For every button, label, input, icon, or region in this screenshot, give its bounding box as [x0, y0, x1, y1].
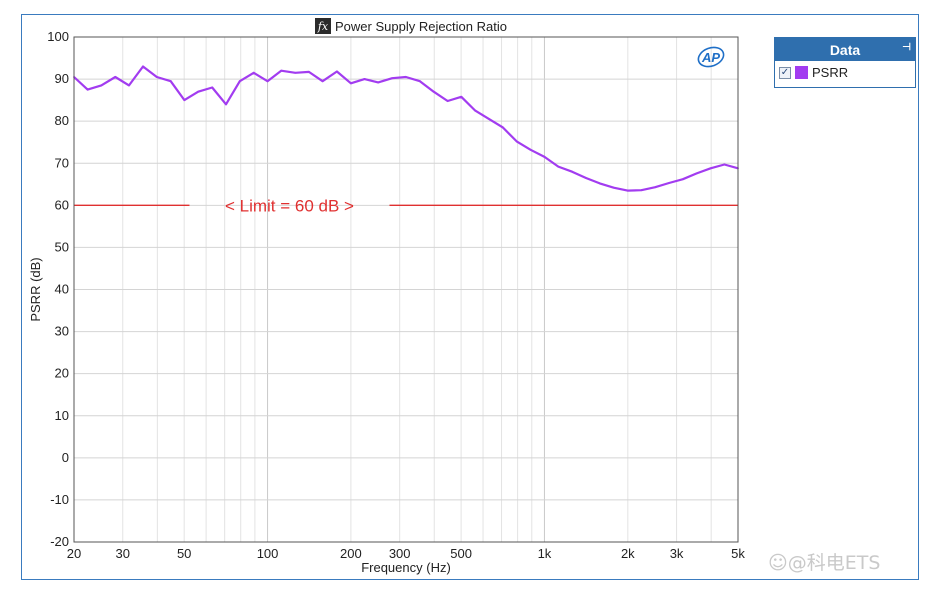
y-axis-label: PSRR (dB): [28, 257, 43, 321]
data-point: [502, 126, 504, 129]
y-tick-label: 80: [55, 113, 69, 128]
data-point: [681, 178, 684, 181]
ap-logo: AP: [697, 46, 725, 68]
y-tick-label: 50: [55, 239, 69, 254]
data-point: [529, 148, 532, 151]
y-tick-label: 10: [55, 408, 69, 423]
data-point: [100, 84, 103, 87]
data-point: [280, 69, 283, 72]
y-tick-label: 60: [55, 197, 69, 212]
data-point: [169, 80, 172, 83]
data-point: [266, 80, 269, 83]
tick-labels: -20 -10 0 10 20 30 40 50 60 70 80 90 100 20 30 50 100 200…: [47, 29, 745, 561]
x-tick-label: 200: [340, 546, 362, 561]
data-point: [321, 80, 324, 83]
grid: [73, 36, 739, 543]
data-point: [598, 182, 601, 185]
data-point: [377, 81, 380, 84]
data-point: [432, 90, 435, 93]
x-tick-label: 100: [257, 546, 279, 561]
y-tick-label: 100: [47, 29, 69, 44]
x-tick-label: 3k: [670, 546, 684, 561]
plot-area-border: [73, 36, 739, 543]
x-tick-label: 50: [177, 546, 191, 561]
series-group: [73, 65, 739, 192]
data-point: [626, 189, 629, 192]
legend-item-label: PSRR: [812, 65, 849, 80]
y-tick-label: 30: [55, 324, 69, 339]
x-tick-label: 5k: [731, 546, 745, 561]
limit-label: < Limit = 60 dB >: [225, 196, 354, 215]
data-point: [543, 156, 546, 158]
data-point: [446, 100, 449, 102]
data-point: [155, 76, 158, 78]
pin-icon[interactable]: ⊣: [902, 42, 911, 53]
legend-panel: Data ⊣ ✓ PSRR: [774, 37, 916, 88]
y-tick-label: 90: [55, 71, 69, 86]
legend-title: Data: [829, 41, 861, 58]
series-line-psrr: [73, 65, 739, 192]
data-point: [515, 140, 518, 143]
watermark: ☺@科电ETS: [768, 552, 881, 574]
data-point: [474, 109, 477, 112]
data-point: [419, 80, 421, 83]
data-point: [709, 167, 712, 170]
data-point: [654, 186, 657, 189]
chart-frame: [21, 14, 919, 580]
y-tick-label: 20: [55, 366, 69, 381]
data-point: [405, 76, 407, 78]
x-tick-label: 300: [389, 546, 411, 561]
chart-title-bar: fx Power Supply Rejection Ratio: [315, 18, 507, 34]
data-point: [183, 99, 186, 102]
data-point: [460, 95, 463, 98]
data-point: [557, 165, 560, 168]
x-tick-label: 30: [116, 546, 130, 561]
legend-item-psrr[interactable]: ✓ PSRR: [775, 61, 915, 84]
fx-icon: fx: [315, 18, 331, 34]
x-axis-label: Frequency (Hz): [361, 560, 451, 575]
y-tick-label: -10: [50, 492, 69, 507]
data-point: [723, 163, 726, 166]
limit-line-group: < Limit = 60 dB >: [74, 196, 738, 215]
data-point: [640, 189, 643, 192]
data-point: [391, 77, 394, 80]
legend-checkbox[interactable]: ✓: [779, 66, 791, 79]
y-tick-label: -20: [50, 534, 69, 549]
x-tick-label: 20: [67, 546, 81, 561]
data-point: [612, 186, 615, 189]
data-point: [142, 65, 144, 68]
data-point: [197, 90, 200, 93]
data-point: [335, 70, 338, 73]
data-point: [86, 88, 89, 91]
data-point: [488, 118, 490, 120]
data-point: [350, 82, 352, 85]
data-point: [252, 71, 255, 74]
x-tick-label: 2k: [621, 546, 635, 561]
data-point: [128, 84, 130, 87]
data-point: [668, 182, 670, 184]
data-point: [211, 86, 214, 89]
data-point: [238, 80, 241, 83]
data-point: [294, 71, 297, 74]
svg-text:AP: AP: [701, 50, 720, 65]
legend-color-swatch: [795, 66, 808, 79]
y-tick-label: 40: [55, 282, 69, 297]
chart-title: Power Supply Rejection Ratio: [335, 18, 507, 34]
x-tick-label: 1k: [538, 546, 552, 561]
legend-header: Data ⊣: [775, 38, 915, 61]
y-tick-label: 70: [55, 155, 69, 170]
data-point: [585, 177, 587, 179]
data-point: [114, 76, 117, 78]
data-point: [363, 78, 366, 80]
data-point: [225, 103, 227, 106]
y-tick-label: 0: [62, 450, 69, 465]
x-tick-label: 500: [450, 546, 472, 561]
data-point: [695, 172, 698, 175]
data-point: [571, 170, 574, 173]
data-point: [307, 71, 310, 73]
